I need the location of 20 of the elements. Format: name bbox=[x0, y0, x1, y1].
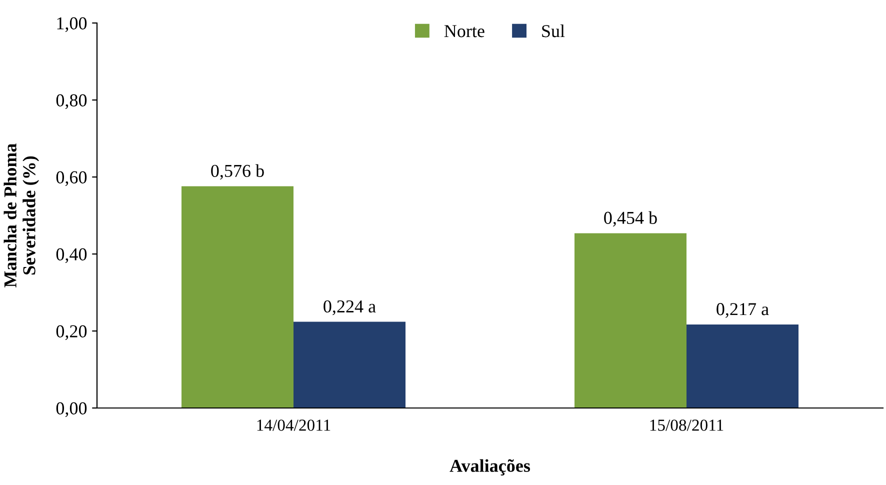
bar bbox=[294, 322, 406, 408]
data-label: 0,217 a bbox=[716, 303, 769, 318]
legend-label: Sul bbox=[542, 24, 565, 38]
x-tick-label: 15/08/2011 bbox=[650, 420, 724, 431]
y-tick-label: 0,20 bbox=[56, 325, 87, 340]
y-tick-label: 1,00 bbox=[57, 17, 87, 32]
x-tick-label: 14/04/2011 bbox=[257, 420, 330, 431]
y-tick-label: 0,00 bbox=[56, 402, 87, 418]
legend-label: Norte bbox=[444, 25, 484, 38]
x-axis-title: Avaliações bbox=[450, 459, 530, 476]
data-label: 0,454 b bbox=[604, 211, 657, 227]
y-tick-label: 0,40 bbox=[56, 248, 87, 264]
y-tick-label: 0,60 bbox=[56, 171, 87, 186]
bar bbox=[181, 186, 294, 408]
y-tick-label: 0,80 bbox=[56, 94, 87, 110]
bar bbox=[574, 233, 686, 408]
y-axis-title: Mancha de Phoma Severidade (%) bbox=[4, 144, 40, 288]
data-label: 0,576 b bbox=[211, 164, 264, 180]
bar bbox=[686, 324, 799, 408]
data-label: 0,224 a bbox=[324, 300, 376, 316]
